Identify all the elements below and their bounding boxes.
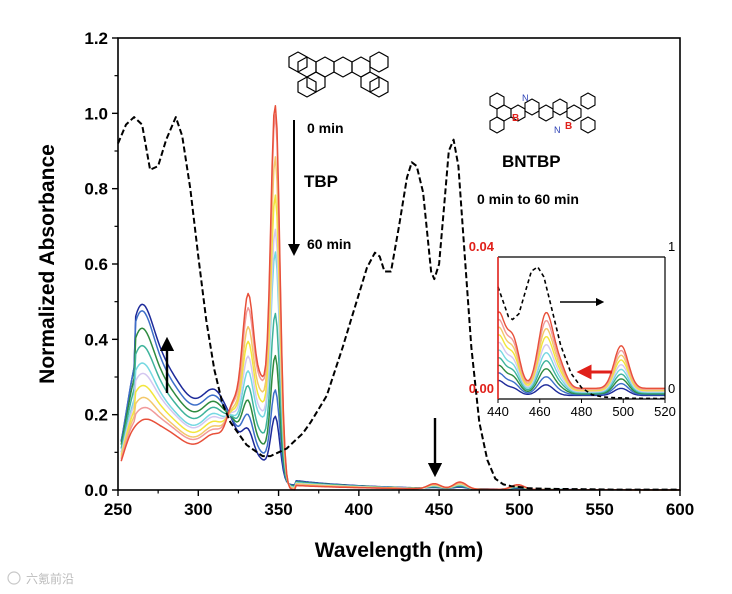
inset-tbp-line-3 [497, 334, 665, 392]
inset-tbp-line-7 [497, 364, 665, 395]
tbp-end-label: 60 min [307, 236, 351, 252]
bntbp-range-label: 0 min to 60 min [477, 191, 579, 207]
watermark-text: 六氪前沿 [26, 571, 74, 586]
y-tick-label: 0.4 [84, 330, 108, 349]
y-tick-label: 0.0 [84, 481, 108, 500]
inset-tbp-line-6 [497, 356, 665, 394]
bntbp-molecule-structure [489, 92, 596, 134]
x-tick-label: 500 [505, 500, 533, 519]
y-axis-label: Normalized Absorbance [36, 144, 59, 384]
y-tick-label: 0.2 [84, 406, 108, 425]
watermark: 六氪前沿 [7, 571, 74, 586]
bntbp-series-line [117, 116, 680, 491]
x-axis-label: Wavelength (nm) [315, 539, 483, 562]
tbp-label: TBP [304, 172, 338, 191]
inset-tick-layer: 440 460 480 500 520 [487, 399, 676, 419]
inset-right-tick-top: 1 [668, 239, 675, 254]
tbp-molecule-structure [288, 51, 389, 98]
inset-tbp-line-4 [497, 341, 665, 393]
inset-tbp-line-5 [497, 349, 665, 393]
boron-atom-left: B [512, 113, 519, 124]
x-tick-label: 450 [425, 500, 453, 519]
inset-chart: 440 460 480 500 520 0.04 0.00 1 0 [469, 239, 676, 419]
x-tick-label: 300 [184, 500, 212, 519]
bntbp-label: BNTBP [502, 152, 561, 171]
boron-atom-right: B [565, 121, 572, 132]
inset-bntbp-line [497, 265, 666, 400]
inset-x-tick-label: 520 [654, 404, 676, 419]
inset-tbp-line-2 [497, 326, 665, 391]
y-tick-label: 1.2 [84, 29, 108, 48]
x-tick-label: 400 [345, 500, 373, 519]
tbp-start-label: 0 min [307, 120, 344, 136]
nitrogen-atom-top: N [522, 93, 529, 103]
x-tick-label: 250 [104, 500, 132, 519]
inset-x-tick-label: 480 [571, 404, 593, 419]
inset-x-tick-label: 500 [612, 404, 634, 419]
inset-tbp-line-8 [497, 372, 665, 396]
inset-right-tick-bottom: 0 [668, 381, 675, 396]
inset-x-tick-label: 460 [529, 404, 551, 419]
x-tick-label: 350 [264, 500, 292, 519]
inset-series-layer [497, 265, 666, 400]
y-tick-label: 0.8 [84, 180, 108, 199]
inset-left-tick-bottom: 0.00 [469, 381, 494, 396]
inset-tbp-line-1 [497, 318, 665, 390]
inset-x-tick-label: 440 [487, 404, 509, 419]
watermark-logo-icon [7, 571, 21, 585]
tick-layer: 250 300 350 400 450 500 550 600 0.0 0.2 0.4 0.6 0.8 1… [84, 29, 694, 519]
x-tick-label: 600 [666, 500, 694, 519]
nitrogen-atom-bottom: N [554, 125, 561, 135]
x-tick-label: 550 [586, 500, 614, 519]
inset-left-tick-top: 0.04 [469, 239, 495, 254]
y-tick-label: 1.0 [84, 104, 108, 123]
y-tick-label: 0.6 [84, 255, 108, 274]
